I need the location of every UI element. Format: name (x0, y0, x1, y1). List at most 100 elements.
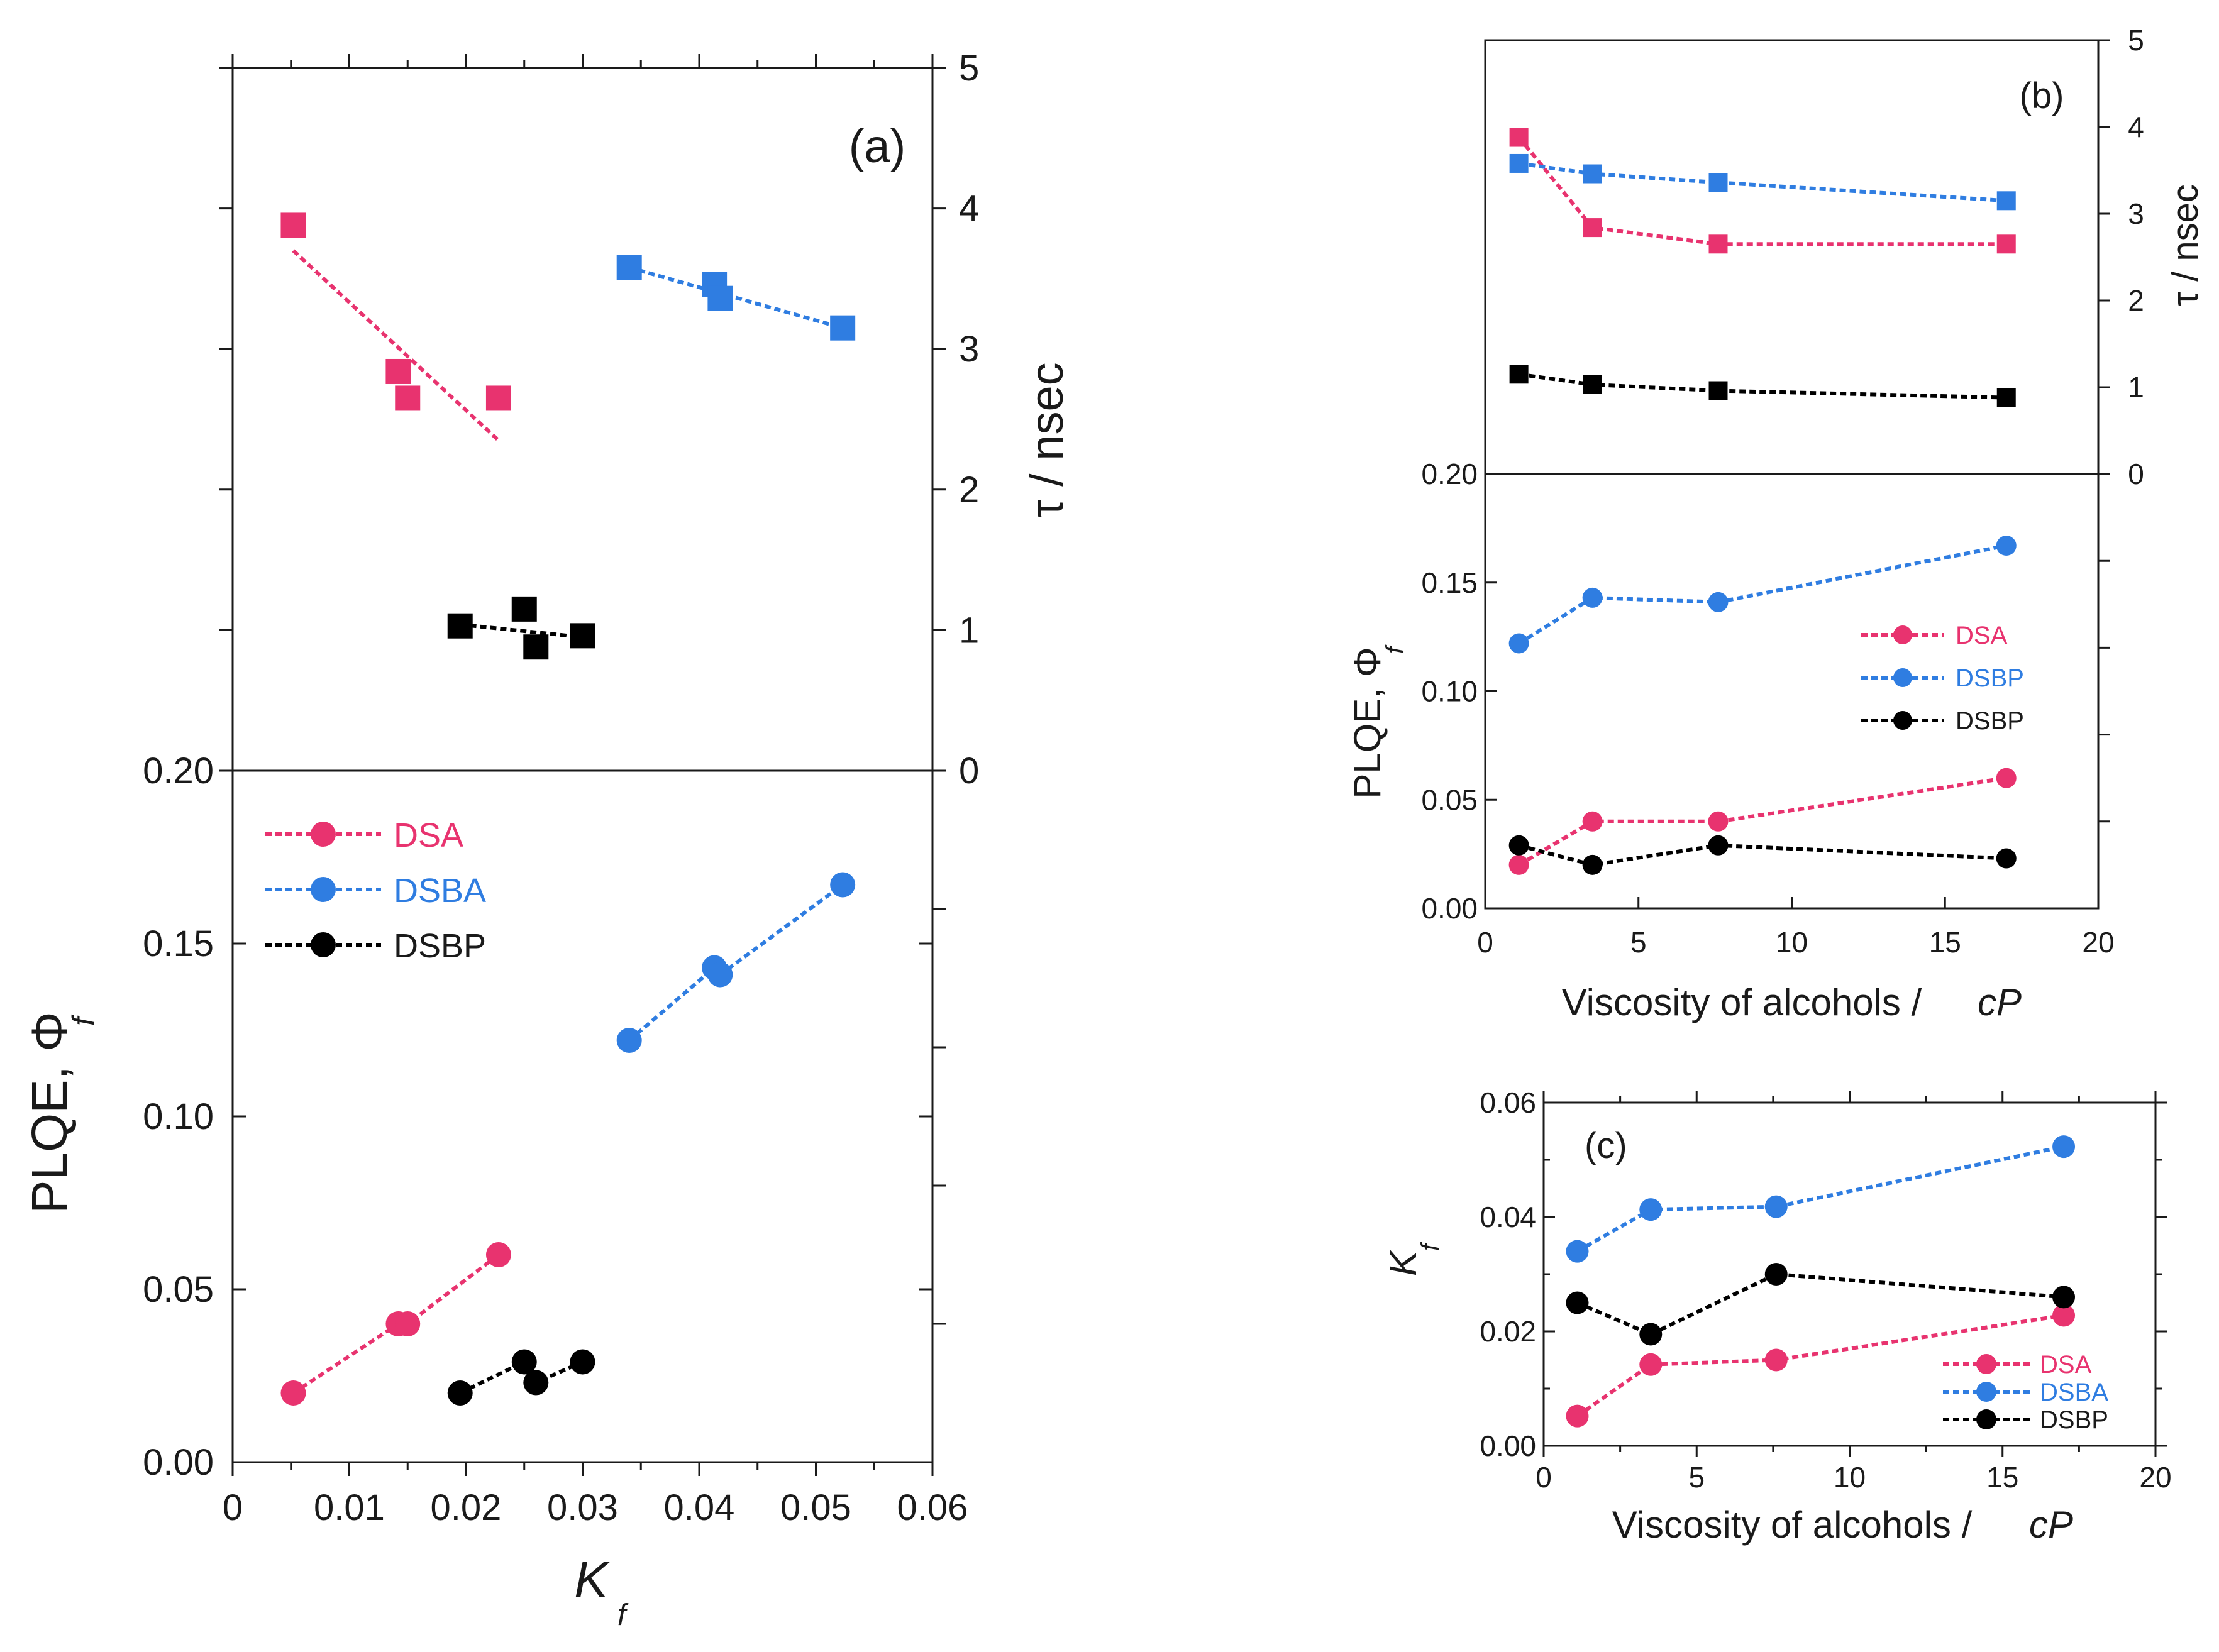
panel-c-x-tick-label: 10 (1834, 1461, 1866, 1494)
panel-a-plqe-tick-label: 0.00 (143, 1442, 214, 1483)
panel-a: 0 0.01 0.02 0.03 0.04 0.05 0.06 Kf 0 1 2 3 4 5 τ / nse… (21, 48, 1073, 1632)
panel-b-plqe-point-dsba (1582, 587, 1603, 608)
panel-a-plqe-tick-label: 0.10 (143, 1096, 214, 1137)
panel-c-y-tick-label: 0.02 (1480, 1315, 1536, 1348)
panel-a-x-tick-label: 0.02 (431, 1487, 502, 1528)
panel-a-tau-point-dsbp (570, 623, 595, 649)
panel-c-x-tick-label: 0 (1536, 1461, 1552, 1494)
panel-c-point-dsbp (2052, 1286, 2076, 1309)
panel-a-plqe-point-dsbp (447, 1380, 473, 1406)
panel-b-tau-tick-label: 5 (2128, 24, 2144, 57)
panel-b-tau-tick-label: 1 (2128, 371, 2144, 404)
panel-b-x-tick-label: 20 (2082, 926, 2114, 959)
panel-a-plqe-tick-label: 0.20 (143, 751, 214, 791)
panel-a-plqe-line-dsa (292, 1253, 500, 1395)
panel-c-y-tick-label: 0.00 (1480, 1429, 1536, 1462)
panel-c-point-dsa (1566, 1404, 1589, 1428)
panel-a-tau-point-dsa (280, 212, 306, 238)
panel-a-tau-point-dsba (616, 255, 642, 280)
panel-a-plqe-label: PLQE, Φ (21, 1011, 77, 1214)
panel-a-tau-point-dsa (485, 385, 511, 411)
panel-c-ylabel: K (1382, 1249, 1424, 1276)
panel-b-xlabel-unit: cP (1978, 981, 2022, 1023)
panel-b-tau-line-dsa (1517, 136, 2006, 246)
panel-b-plqe-point-dsba (1996, 536, 2017, 556)
panel-b-tau-point-dsa (1996, 234, 2016, 254)
panel-b-plqe-point-dsa (1996, 768, 2017, 788)
panel-b-tau-point-dsba (1509, 153, 1529, 173)
panel-a-xlabel: K (574, 1551, 610, 1607)
panel-b-plqe-point-dsbp (1996, 848, 2017, 869)
panel-a-plqe-point-dsbp (570, 1349, 595, 1375)
panel-b-tau-point-dsba (1708, 173, 1728, 192)
panel-b-tau-tick-label: 0 (2128, 458, 2144, 490)
panel-a-tau-point-dsa (385, 358, 411, 384)
panel-a-tau-point-dsba (830, 315, 856, 341)
panel-a-tau-point-dsba (707, 285, 733, 311)
panel-b: 0 5 10 15 20 Viscosity of alcohols / cP 0 1 2 3 4 5… (1346, 24, 2206, 1023)
panel-b-plqe-point-dsa (1508, 854, 1529, 875)
panel-b-plqe-point-dsbp (1708, 835, 1729, 856)
panel-c-x-tick-label: 5 (1688, 1461, 1705, 1494)
panel-c-point-dsba (1639, 1198, 1663, 1221)
panel-c-point-dsbp (1566, 1291, 1589, 1314)
panel-c-y-tick-label: 0.04 (1480, 1201, 1536, 1233)
panel-c-point-dsba (2052, 1135, 2076, 1159)
panel-a-tau-tick-label: 2 (959, 470, 979, 510)
panel-a-tau-point-dsbp (511, 596, 537, 622)
panel-a-x-tick-label: 0.05 (780, 1487, 851, 1528)
panel-c-point-dsba (1764, 1195, 1788, 1218)
panel-c-xlabel-unit: cP (2029, 1504, 2073, 1546)
panel-b-tau-point-dsba (1583, 164, 1602, 184)
panel-b-plqe-point-dsbp (1582, 854, 1603, 875)
panel-a-plqe-point-dsba (616, 1028, 642, 1053)
panel-b-x-tick-label: 15 (1929, 926, 1961, 959)
panel-c-line-dsa (1576, 1313, 2064, 1418)
panel-a-legend-label: DSA (394, 817, 463, 854)
panel-c-legend-label: DSA (2040, 1351, 2092, 1379)
panel-c-x-tick-label: 15 (1986, 1461, 2018, 1494)
panel-b-tau-point-dsa (1583, 218, 1602, 238)
panel-c-point-dsba (1566, 1240, 1589, 1263)
panel-b-legend-marker (1893, 711, 1912, 730)
panel-a-tau-tick-label: 3 (959, 329, 979, 370)
panel-a-x-tick-label: 0.04 (664, 1487, 735, 1528)
panel-a-xlabel-sub: f (617, 1599, 629, 1632)
panel-b-plqe-point-dsba (1708, 592, 1729, 612)
panel-b-tau-point-dsba (1996, 191, 2016, 211)
panel-b-xlabel: Viscosity of alcohols / (1562, 981, 1922, 1023)
panel-b-plqe-point-dsba (1508, 633, 1529, 654)
panel-a-tau-point-dsbp (523, 634, 549, 660)
panel-a-plqe-line-dsba (628, 883, 844, 1042)
panel-b-legend-label: DSBP (1956, 707, 2024, 735)
panel-a-plqe-point-dsba (830, 872, 856, 898)
panel-c-legend-label: DSBA (2040, 1379, 2108, 1406)
panel-b-plqe-tick-label: 0.05 (1421, 783, 1478, 816)
panel-a-plqe-point-dsba (707, 962, 733, 988)
panel-a-tau-fit-dsa (292, 249, 500, 442)
panel-a-plqe-point-dsa (485, 1242, 511, 1267)
panel-a-tau-tick-label: 5 (959, 48, 979, 89)
panel-a-plqe-point-dsbp (523, 1370, 549, 1396)
panel-b-tau-point-dsbp (1996, 388, 2016, 407)
panel-c-legend-marker (1976, 1409, 1996, 1429)
panel-b-plqe-line-dsba (1518, 544, 2007, 646)
panel-c-line-dsbp (1576, 1272, 2064, 1336)
panel-a-tau-tick-label: 4 (959, 189, 979, 229)
panel-c-legend-label: DSBP (2040, 1406, 2108, 1434)
panel-a-tau-fit-dsba (628, 265, 843, 330)
panel-c-point-dsa (1764, 1348, 1788, 1372)
panel-a-tau-point-dsa (395, 385, 421, 411)
panel-b-plqe-tick-label: 0.10 (1421, 675, 1478, 708)
panel-b-tau-line-dsbp (1519, 372, 2006, 400)
panel-b-plqe-tick-label: 0.20 (1421, 458, 1478, 490)
panel-b-plqe-label-sub: f (1381, 644, 1409, 654)
panel-a-tau-point-dsbp (447, 613, 473, 639)
panel-b-legend-label: DSA (1956, 622, 2008, 649)
panel-b-tau-point-dsbp (1708, 381, 1728, 400)
panel-c-ylabel-sub: f (1417, 1242, 1444, 1251)
panel-a-tau-tick-label: 1 (959, 610, 979, 651)
panel-c-y-tick-label: 0.06 (1480, 1086, 1536, 1119)
panel-b-tau-line-dsba (1519, 161, 2006, 203)
